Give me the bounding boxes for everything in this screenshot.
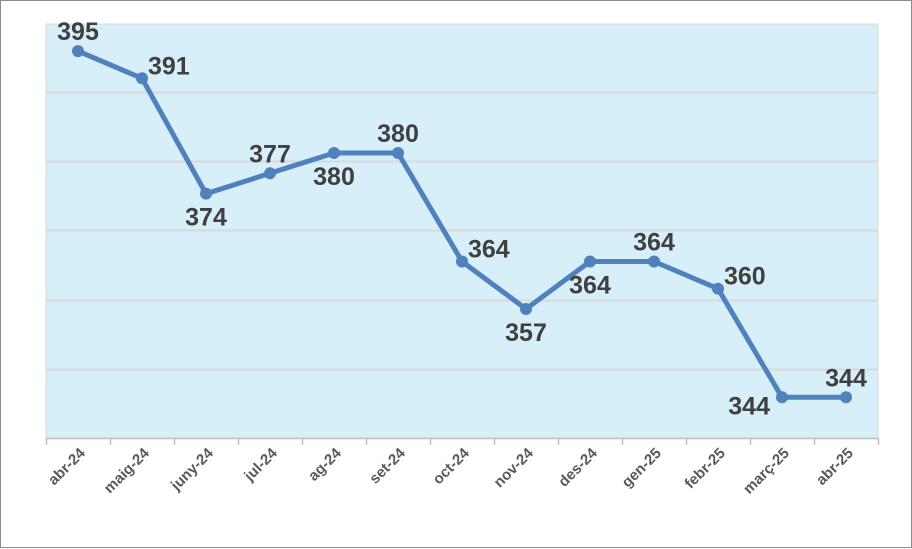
data-point [72,45,84,58]
data-point [136,72,148,85]
data-label: 344 [728,392,770,420]
x-tick-label: oct-24 [430,444,474,488]
data-point [200,187,212,200]
x-tick-label: ag-24 [305,444,345,484]
x-tick-label: nov-24 [491,444,538,491]
data-label: 391 [148,52,190,80]
gridlines [46,91,878,371]
data-label: 360 [724,263,766,291]
x-tick-label: set-24 [366,444,409,487]
x-tick-label: març-25 [740,445,793,498]
data-label: 364 [468,236,510,264]
data-label: 357 [505,319,547,347]
data-label: 395 [57,18,99,46]
x-axis-ticks [45,438,880,445]
data-label: 364 [633,229,675,257]
x-tick-label: febr-25 [681,445,728,492]
data-label: 374 [185,204,227,232]
data-point [456,255,468,268]
data-point [584,255,596,268]
data-point [392,146,404,159]
data-label: 364 [569,272,611,300]
data-point [328,146,340,159]
x-tick-label: jul-24 [240,444,281,485]
data-labels: 395 391 374 377 380 380 364 357 364 364 360 344 344 [57,18,867,420]
x-tick-label: des-24 [555,444,601,490]
data-label: 380 [377,120,419,148]
data-label: 377 [249,140,291,168]
x-tick-label: gen-25 [619,445,665,491]
data-label: 344 [825,364,867,392]
data-points [72,45,852,404]
data-point [712,282,724,295]
x-axis-tick-labels: abr-24 maig-24 juny-24 jul-24 ag-24 set-24 oct… [45,444,857,497]
x-tick-label: juny-24 [167,444,217,494]
x-tick-label: abr-25 [813,445,857,489]
x-tick-label: abr-24 [45,444,89,488]
data-point [264,167,276,180]
data-point [840,391,852,404]
data-point [520,303,532,316]
x-tick-label: maig-24 [101,444,154,497]
data-point [648,255,660,268]
data-label: 380 [313,163,355,191]
data-point [776,391,788,404]
